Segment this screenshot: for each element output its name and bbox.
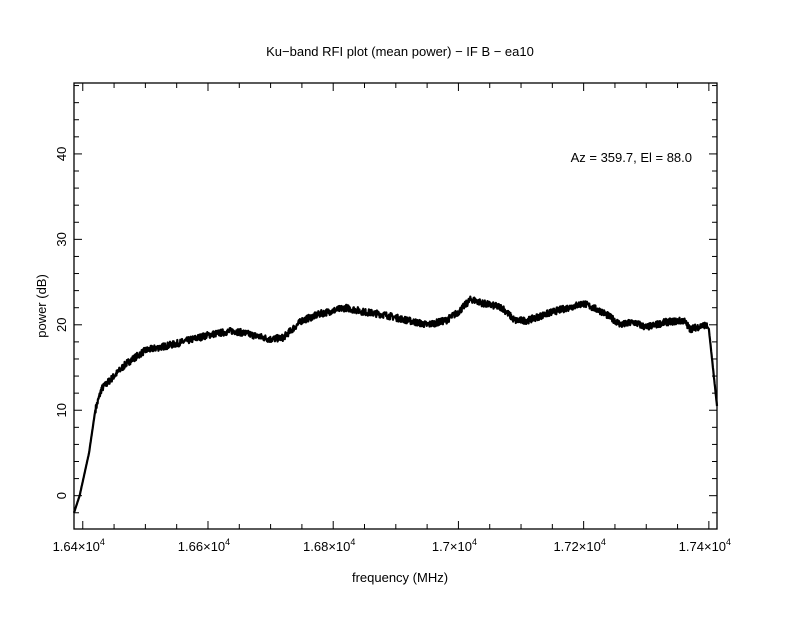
x-tick-exponent: 4 — [350, 537, 355, 547]
x-tick-label: 1.64×104 — [53, 537, 105, 554]
y-tick-label: 30 — [54, 232, 69, 246]
power-series-line — [72, 295, 719, 514]
x-tick-exponent: 4 — [472, 537, 477, 547]
y-axis-label: power (dB) — [34, 274, 49, 338]
x-tick-label: 1.7×104 — [432, 537, 477, 554]
az-el-annotation: Az = 359.7, El = 88.0 — [571, 150, 692, 165]
y-tick-label: 0 — [54, 492, 69, 499]
y-tick-label: 40 — [54, 147, 69, 161]
x-tick-label: 1.72×104 — [553, 537, 605, 554]
x-tick-exponent: 4 — [601, 537, 606, 547]
chart-title: Ku−band RFI plot (mean power) − IF B − e… — [266, 44, 534, 59]
x-axis-label: frequency (MHz) — [352, 570, 448, 585]
y-tick-label: 10 — [54, 403, 69, 417]
x-tick-exponent: 4 — [726, 537, 731, 547]
x-tick-exponent: 4 — [100, 537, 105, 547]
x-tick-label: 1.68×104 — [303, 537, 355, 554]
x-tick-exponent: 4 — [225, 537, 230, 547]
x-tick-label: 1.74×104 — [679, 537, 731, 554]
x-tick-label: 1.66×104 — [178, 537, 230, 554]
y-tick-label: 20 — [54, 318, 69, 332]
